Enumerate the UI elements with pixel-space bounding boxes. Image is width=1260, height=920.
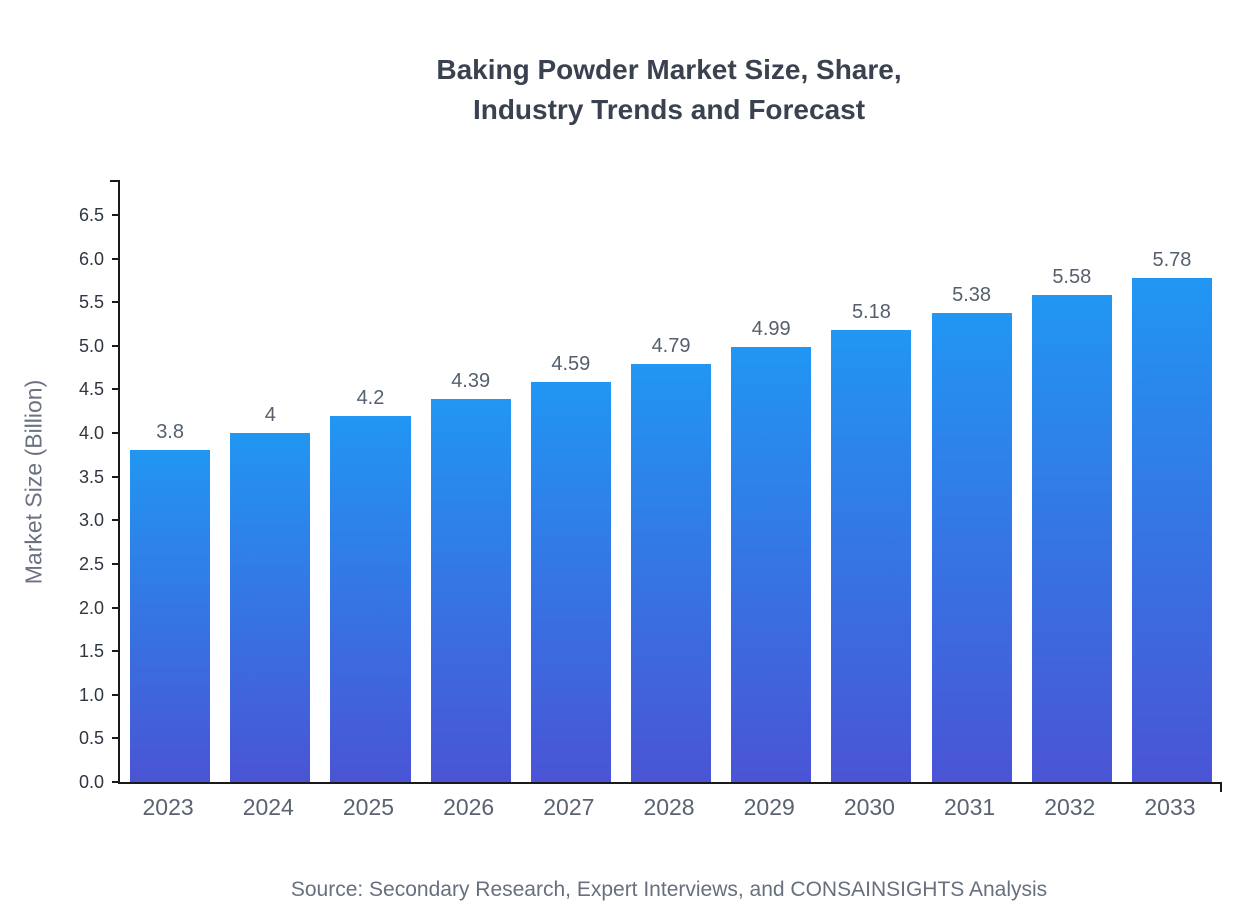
bar-slot: 3.8 [120,180,220,782]
x-tick-label: 2025 [342,794,395,820]
bar-value-label: 5.58 [1052,266,1092,289]
y-tick-label: 0.5 [78,728,104,749]
y-tick-mark [112,344,120,347]
source-note: Source: Secondary Research, Expert Inter… [290,878,1048,901]
y-tick-label: 3.0 [78,510,104,531]
bar [530,381,611,782]
x-tick-label: 2033 [1144,794,1196,820]
y-tick-label: 2.0 [78,597,104,618]
bar [731,346,812,782]
chart-title: Baking Powder Market Size, Share, Indust… [109,50,1229,130]
bar-value-label: 4.2 [356,386,385,409]
bar-slot: 5.38 [922,180,1022,782]
x-tick-label: 2031 [944,794,996,820]
bar-slot: 4.99 [721,180,821,782]
y-tick-mark [112,257,120,260]
y-tick-mark [112,606,120,609]
bar [330,415,411,782]
bar-value-label: 3.8 [156,421,184,444]
y-tick-label: 4.5 [78,379,104,400]
bar-value-label: 5.18 [851,301,891,324]
y-tick-mark [112,432,120,435]
bar [1031,295,1112,782]
bar [230,433,311,782]
x-tick-label: 2024 [242,794,294,820]
bar-slot: 5.18 [821,180,921,782]
bar-value-label: 5.78 [1152,248,1192,271]
plot-area: 3.8 4 4.2 4.39 4.59 4.79 4.99 5.18 5.38 5.58 5.78 … [79,180,1222,792]
x-tick-label: 2029 [743,794,795,820]
bar-value-label: 4.59 [551,352,591,375]
y-tick-label: 0.0 [78,772,104,792]
bar-slot: 4.39 [421,180,521,782]
y-tick-label: 4.0 [78,423,104,444]
y-tick-label: 3.5 [78,466,104,487]
y-tick-mark [112,737,120,740]
bars: 3.8 4 4.2 4.39 4.59 4.79 4.99 5.18 5.38 5.58 5.78 [120,180,1222,782]
bar-value-label: 4.99 [751,317,791,340]
bar-value-label: 5.38 [952,283,992,306]
y-tick-mark [112,650,120,653]
bar [430,399,511,782]
bar-slot: 4.2 [320,180,420,782]
y-tick-mark [112,693,120,696]
bar-slot: 4.79 [621,180,721,782]
y-tick-label: 5.0 [78,335,104,356]
y-tick-mark [112,781,120,783]
x-tick-label: 2030 [843,794,895,820]
y-axis-title: Market Size (Billion) [20,379,47,585]
y-tick-mark [112,213,120,216]
y-tick-mark [112,388,120,391]
x-tick-label: 2032 [1044,794,1096,820]
y-tick-label: 6.5 [78,204,104,225]
bar-slot: 5.78 [1122,180,1222,782]
y-tick-mark [112,475,120,478]
bar [630,364,712,782]
bar [831,330,912,782]
bar-value-label: 4 [264,404,276,427]
bar [130,450,211,782]
bar-slot: 4.59 [521,180,621,782]
bar-value-label: 4.39 [451,370,491,392]
y-tick-label: 2.5 [78,553,104,574]
chart-title-line-2: Industry Trends and Forecast [472,94,866,126]
y-tick-label: 5.5 [78,292,104,313]
x-tick-label: 2027 [543,794,595,820]
x-tick-label: 2026 [443,794,495,820]
bar-slot: 4 [220,180,320,782]
y-tick-label: 1.5 [78,641,104,662]
y-tick-mark [112,562,120,565]
chart-title-line-1: Baking Powder Market Size, Share, [436,54,902,85]
bar [931,312,1012,782]
bar-slot: 5.58 [1022,180,1122,782]
y-tick-label: 6.0 [78,248,104,269]
y-tick-mark [112,519,120,522]
y-tick-mark [112,301,120,304]
bar [1131,277,1213,782]
x-tick-label: 2023 [142,794,194,820]
x-tick-label: 2028 [643,794,695,820]
bar-value-label: 4.79 [651,335,691,358]
x-axis-labels: 2023 2024 2025 2026 2027 2028 2029 2030 2031 2032… [118,794,1220,821]
y-tick-label: 1.0 [78,684,104,705]
